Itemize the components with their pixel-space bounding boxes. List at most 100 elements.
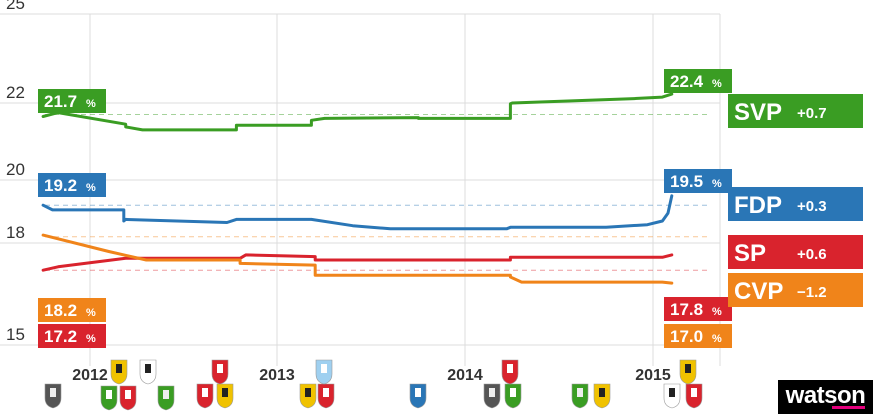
end-label-svp-unit: % bbox=[712, 78, 722, 90]
flag-emblem bbox=[685, 364, 691, 373]
start-label-fdp-unit: % bbox=[86, 182, 96, 194]
series-line-fdp bbox=[41, 194, 674, 231]
flag-emblem bbox=[669, 388, 675, 397]
canton-flag-icon bbox=[409, 383, 427, 409]
flag-emblem bbox=[510, 388, 516, 397]
legend-svp-name: SVP bbox=[734, 99, 782, 126]
legend-fdp: FDP +0.3 bbox=[728, 187, 863, 221]
canton-flag-icon bbox=[216, 383, 234, 409]
flag-emblem bbox=[202, 388, 208, 397]
canton-flag-icon bbox=[571, 383, 589, 409]
flag-emblem bbox=[489, 388, 495, 397]
start-label-cvp-unit: % bbox=[86, 307, 96, 319]
flag-emblem bbox=[599, 388, 605, 397]
start-label-svp-value: 21.7 bbox=[44, 92, 77, 111]
legend-svp-change: +0.7 bbox=[797, 105, 827, 122]
flag-emblem bbox=[507, 364, 513, 373]
canton-flag-icon bbox=[679, 359, 697, 385]
flag-emblem bbox=[217, 364, 223, 373]
canton-flag-icon bbox=[504, 383, 522, 409]
flag-emblem bbox=[323, 388, 329, 397]
end-label-cvp-bg bbox=[664, 324, 732, 348]
x-tick-label: 2015 bbox=[635, 367, 671, 384]
start-label-sp-bg bbox=[38, 324, 106, 348]
start-label-fdp: 19.2% bbox=[38, 173, 106, 197]
y-tick-label: 15 bbox=[6, 325, 25, 344]
series-line-cvp bbox=[41, 233, 674, 285]
start-label-cvp: 18.2% bbox=[38, 298, 106, 322]
end-label-sp: 17.8% bbox=[664, 297, 732, 321]
flag-emblem bbox=[321, 364, 327, 373]
canton-flag-icon bbox=[110, 359, 128, 385]
flag-emblem bbox=[106, 390, 112, 399]
legend-cvp-bg bbox=[728, 273, 863, 307]
flag-emblem bbox=[415, 388, 421, 397]
start-label-svp: 21.7% bbox=[38, 89, 106, 113]
start-label-sp: 17.2% bbox=[38, 324, 106, 348]
canton-flag-icon bbox=[483, 383, 501, 409]
start-label-sp-unit: % bbox=[86, 333, 96, 345]
legend-cvp-name: CVP bbox=[734, 278, 783, 305]
end-label-svp-value: 22.4 bbox=[670, 72, 704, 91]
end-label-cvp: 17.0% bbox=[664, 324, 732, 348]
end-label-svp: 22.4% bbox=[664, 69, 732, 93]
legend-svp: SVP +0.7 bbox=[728, 94, 863, 128]
canton-flag-icon bbox=[501, 359, 519, 385]
y-tick-label: 22 bbox=[6, 83, 25, 102]
flag-emblem bbox=[577, 388, 583, 397]
flag-emblem bbox=[222, 388, 228, 397]
flag-emblem bbox=[691, 388, 697, 397]
start-label-sp-value: 17.2 bbox=[44, 327, 77, 346]
end-label-fdp-unit: % bbox=[712, 178, 722, 190]
x-tick-label: 2014 bbox=[447, 367, 483, 384]
x-tick-label: 2012 bbox=[72, 367, 108, 384]
end-label-sp-unit: % bbox=[712, 306, 722, 318]
end-label-sp-bg bbox=[664, 297, 732, 321]
canton-flag-icon bbox=[299, 383, 317, 409]
canton-flag-icon bbox=[139, 359, 157, 385]
flag-emblem bbox=[163, 390, 169, 399]
series-line-svp bbox=[41, 92, 674, 132]
legend-sp: SP +0.6 bbox=[728, 235, 863, 269]
x-tick-label: 2013 bbox=[259, 367, 295, 384]
y-tick-label: 20 bbox=[6, 160, 25, 179]
legend-sp-bg bbox=[728, 235, 863, 269]
end-label-fdp-value: 19.5 bbox=[670, 172, 703, 191]
end-label-fdp-bg bbox=[664, 169, 732, 193]
legend-cvp-change: −1.2 bbox=[797, 284, 827, 301]
legend-cvp: CVP −1.2 bbox=[728, 273, 863, 307]
flag-emblem bbox=[50, 388, 56, 397]
flag-emblem bbox=[305, 388, 311, 397]
start-label-svp-unit: % bbox=[86, 98, 96, 110]
canton-flag-icon bbox=[119, 385, 137, 411]
end-label-svp-bg bbox=[664, 69, 732, 93]
flag-emblem bbox=[116, 364, 122, 373]
legend-fdp-bg bbox=[728, 187, 863, 221]
start-label-cvp-value: 18.2 bbox=[44, 301, 77, 320]
end-label-cvp-value: 17.0 bbox=[670, 327, 703, 346]
start-label-fdp-value: 19.2 bbox=[44, 176, 77, 195]
canton-flag-icon bbox=[685, 383, 703, 409]
y-tick-label: 25 bbox=[6, 0, 25, 13]
y-tick-label: 18 bbox=[6, 223, 25, 242]
canton-flag-icon bbox=[593, 383, 611, 409]
canton-flag-icon bbox=[44, 383, 62, 409]
canton-flag-icon bbox=[157, 385, 175, 411]
series-line-sp bbox=[41, 253, 674, 272]
end-label-sp-value: 17.8 bbox=[670, 300, 703, 319]
end-label-cvp-unit: % bbox=[712, 333, 722, 345]
legend-svp-bg bbox=[728, 94, 863, 128]
legend-sp-name: SP bbox=[734, 240, 766, 267]
start-label-cvp-bg bbox=[38, 298, 106, 322]
canton-flag-icon bbox=[100, 385, 118, 411]
canton-flag-icon bbox=[196, 383, 214, 409]
canton-flag-icon bbox=[317, 383, 335, 409]
flag-emblem bbox=[125, 390, 131, 399]
canton-flag-icon bbox=[211, 359, 229, 385]
legend-fdp-change: +0.3 bbox=[797, 198, 827, 215]
flag-emblem bbox=[145, 364, 151, 373]
legend-sp-change: +0.6 bbox=[797, 246, 827, 263]
canton-flag-icon bbox=[663, 383, 681, 409]
